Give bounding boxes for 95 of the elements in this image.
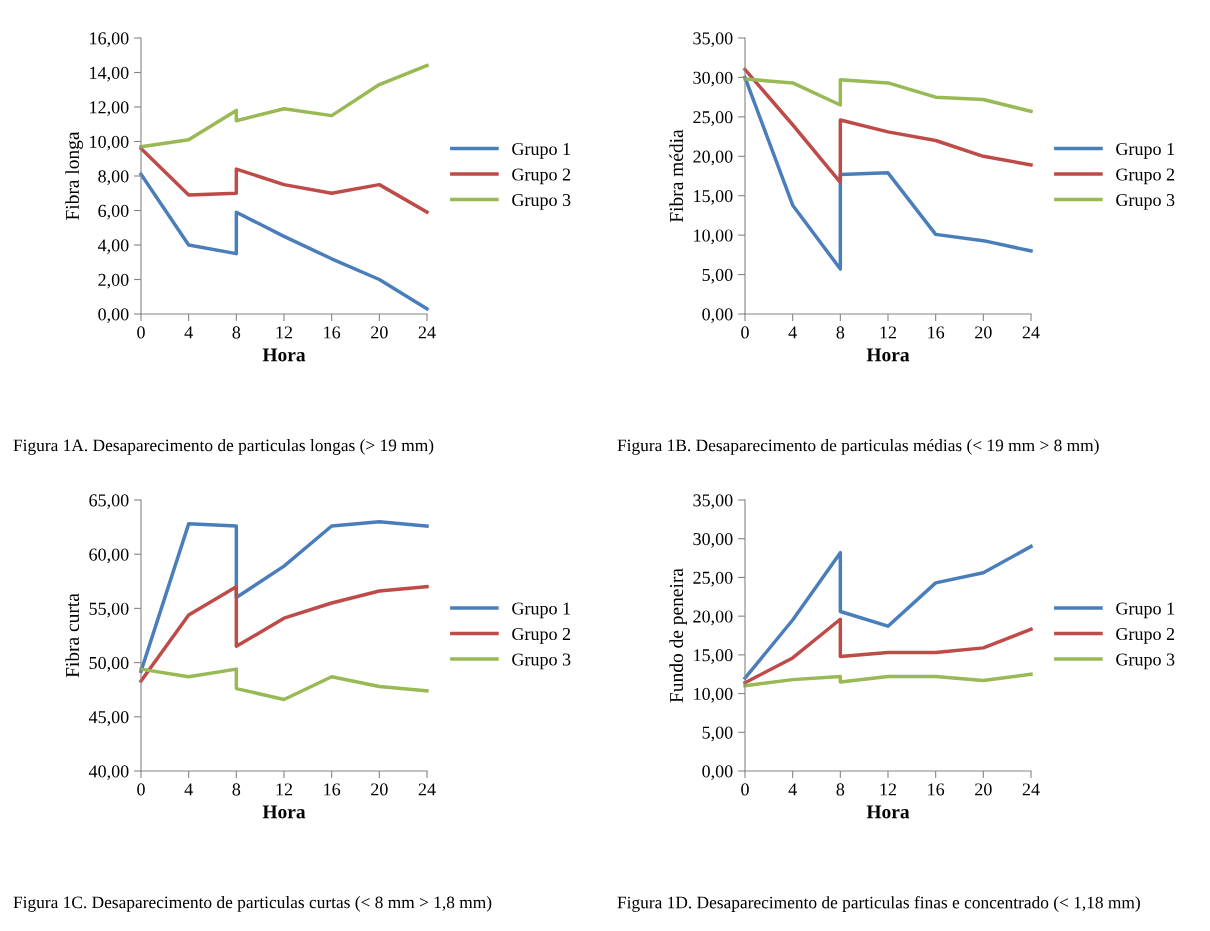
line-series: [139, 584, 429, 683]
legend-label: Grupo 2: [1116, 627, 1175, 644]
text: Figura 1C. Desaparecimento de particulas curtas (< 8 mm > 1,8 mm): [13, 896, 492, 912]
x-axis-title: Hora: [866, 348, 910, 362]
legend-label: Grupo 2: [512, 168, 571, 185]
y-tick-label: 20,00: [693, 150, 733, 166]
legend-label: Grupo 3: [1116, 653, 1175, 670]
x-tick-label: 24: [1022, 326, 1040, 339]
legend-label: Grupo 1: [512, 602, 571, 619]
x-tick-label: 24: [1022, 783, 1040, 796]
x-tick-label: 0: [741, 783, 749, 796]
y-axis-title: Fundo de peneira: [669, 568, 688, 703]
x-tick-label: 4: [788, 783, 797, 796]
y-tick-label: 55,00: [89, 602, 129, 618]
line-series: [743, 67, 1033, 185]
line-series: [743, 672, 1033, 688]
x-tick-label: 4: [184, 326, 193, 339]
y-tick-label: 10,00: [694, 229, 733, 245]
y-tick-label: 60,00: [89, 548, 129, 564]
legend-label: Grupo 1: [1116, 142, 1175, 159]
x-tick-label: 20: [371, 783, 388, 796]
y-axis-title: Fibra média: [669, 129, 684, 223]
y-tick-label: 6,00: [98, 204, 129, 220]
x-tick-label: 20: [975, 326, 992, 339]
x-tick-label: 12: [880, 783, 897, 796]
y-tick-label: 5,00: [702, 268, 733, 284]
y-tick-label: 15,00: [694, 189, 733, 205]
y-tick-label: 35,00: [693, 32, 733, 48]
x-axis-title: Hora: [866, 805, 910, 819]
line-series: [743, 75, 1033, 271]
y-tick-label: 25,00: [693, 571, 733, 587]
legend-label: Grupo 3: [1116, 193, 1175, 210]
x-tick-label: 0: [741, 326, 749, 339]
text: Figura 1A. Desaparecimento de particulas longas (> 19 mm): [13, 439, 434, 455]
y-tick-label: 12,00: [90, 101, 129, 117]
x-tick-label: 0: [137, 326, 145, 339]
line-series: [139, 63, 429, 149]
y-tick-label: 10,00: [694, 687, 733, 703]
x-tick-label: 12: [276, 783, 293, 796]
y-tick-label: 45,00: [88, 711, 129, 726]
y-tick-label: 30,00: [693, 532, 733, 548]
legend-label: Grupo 2: [1116, 168, 1175, 185]
x-tick-label: 8: [836, 783, 845, 796]
y-tick-label: 0,00: [98, 308, 129, 324]
y-tick-label: 16,00: [90, 32, 129, 48]
y-tick-label: 4,00: [97, 239, 129, 255]
x-tick-label: 24: [418, 783, 436, 796]
y-tick-label: 0,00: [702, 308, 733, 324]
x-tick-label: 24: [418, 326, 436, 339]
line-series: [743, 77, 1033, 114]
x-tick-label: 16: [324, 326, 341, 339]
y-tick-label: 25,00: [693, 111, 733, 126]
y-tick-label: 35,00: [693, 494, 733, 510]
y-tick-label: 0,00: [702, 765, 733, 781]
legend-label: Grupo 3: [512, 653, 571, 670]
x-tick-label: 12: [276, 326, 293, 339]
x-tick-label: 8: [232, 783, 241, 796]
y-tick-label: 50,00: [89, 656, 129, 672]
y-tick-label: 15,00: [694, 649, 733, 664]
y-tick-label: 30,00: [693, 71, 733, 87]
legend-label: Grupo 2: [512, 627, 571, 644]
x-tick-label: 4: [184, 783, 193, 796]
legend-label: Grupo 1: [1116, 602, 1175, 619]
x-tick-label: 20: [975, 783, 992, 796]
x-tick-label: 16: [928, 783, 945, 796]
y-tick-label: 20,00: [693, 610, 733, 626]
x-axis-title: Hora: [262, 348, 306, 362]
x-tick-label: 4: [788, 326, 797, 339]
legend-label: Grupo 1: [512, 142, 571, 159]
x-tick-label: 16: [928, 326, 945, 339]
x-tick-label: 8: [836, 326, 845, 339]
y-tick-label: 10,00: [90, 135, 129, 151]
x-tick-label: 12: [880, 326, 897, 339]
y-tick-label: 40,00: [88, 765, 129, 781]
y-axis-title: Fibra curta: [65, 593, 80, 678]
line-series: [743, 544, 1033, 680]
y-tick-label: 14,00: [90, 66, 129, 82]
line-series: [139, 519, 429, 674]
x-tick-label: 0: [137, 783, 145, 796]
x-tick-label: 16: [324, 783, 341, 796]
text: Figura 1B. Desaparecimento de particulas médias (< 19 mm > 8 mm): [617, 439, 1099, 455]
y-tick-label: 2,00: [98, 273, 129, 289]
line-series: [743, 617, 1033, 685]
legend-label: Grupo 3: [512, 193, 571, 210]
x-tick-label: 8: [232, 326, 241, 339]
text: Figura 1D. Desaparecimento de particulas finas e concentrado (< 1,18 mm): [617, 896, 1140, 912]
line-series: [139, 172, 429, 311]
y-axis-title: Fibra longa: [65, 131, 84, 220]
line-series: [139, 146, 429, 214]
y-tick-label: 5,00: [702, 726, 733, 742]
x-tick-label: 20: [371, 326, 388, 339]
y-tick-label: 65,00: [89, 494, 129, 510]
line-series: [139, 667, 429, 702]
x-axis-title: Hora: [262, 805, 306, 819]
y-tick-label: 8,00: [98, 170, 129, 186]
